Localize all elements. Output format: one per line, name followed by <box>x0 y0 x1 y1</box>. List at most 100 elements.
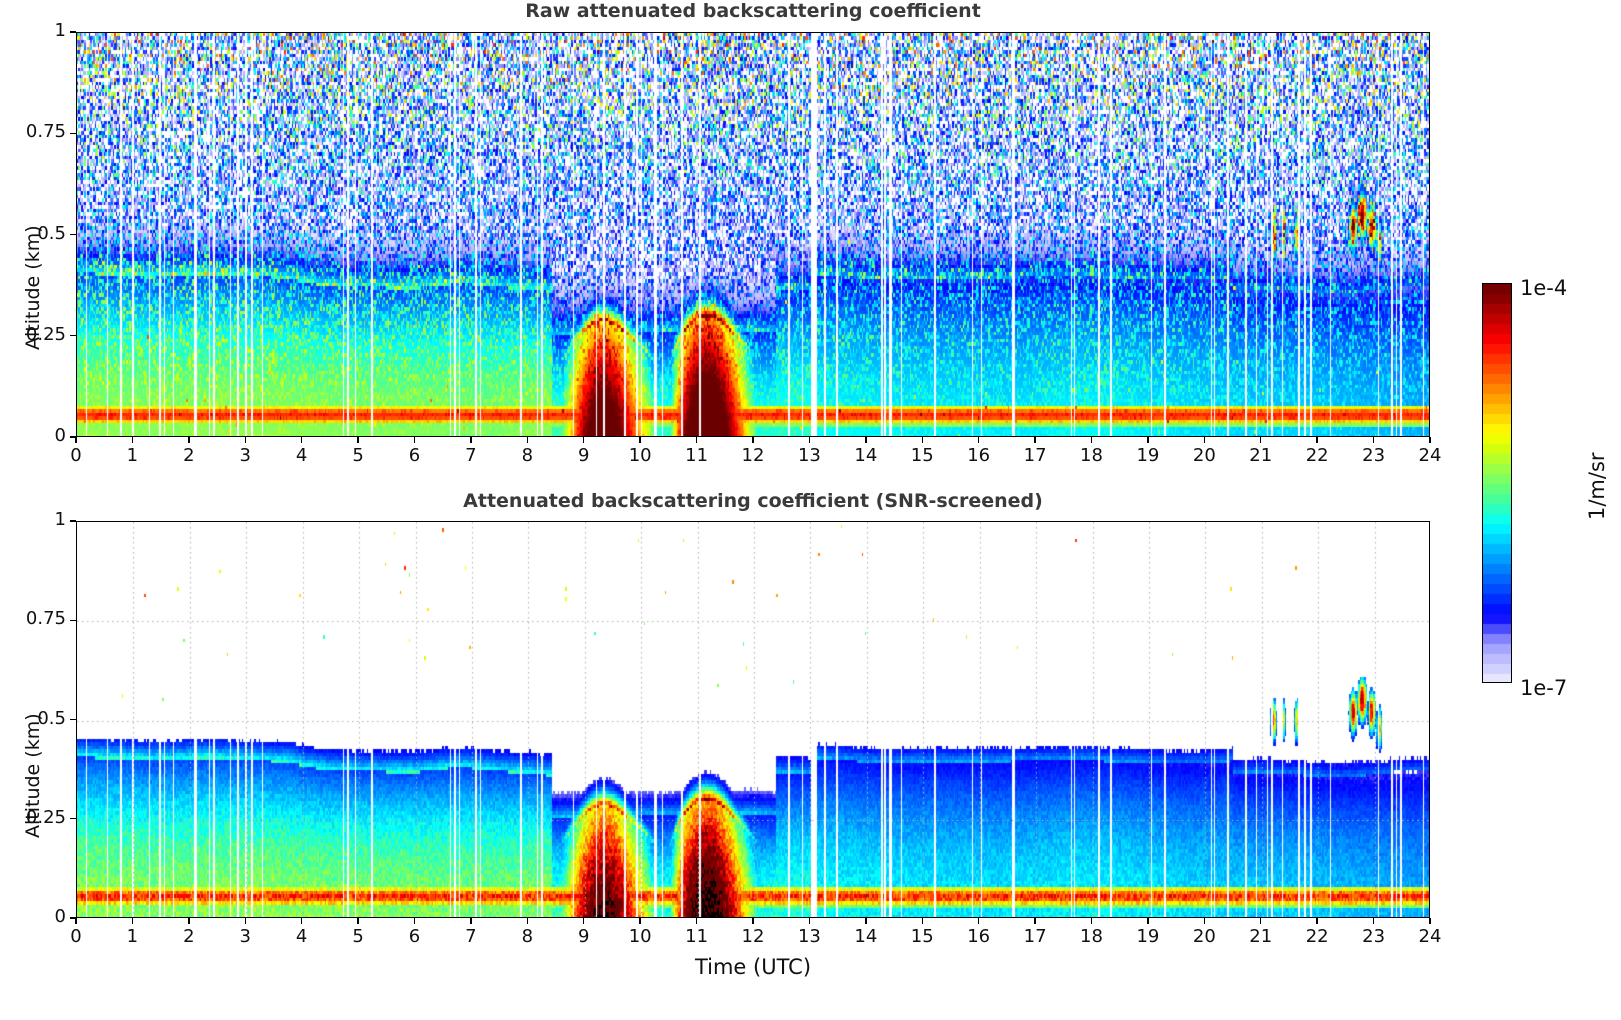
x-tick-mark <box>639 437 641 443</box>
x-tick-label: 18 <box>1080 926 1103 947</box>
y-tick-label: 1 <box>54 509 66 530</box>
x-tick-label: 24 <box>1418 445 1442 466</box>
colorbar-max-label: 1e-4 <box>1520 276 1568 300</box>
x-tick-label: 13 <box>797 445 821 466</box>
x-tick-mark <box>1260 437 1262 443</box>
x-tick-mark <box>977 437 980 443</box>
y-tick-mark <box>70 132 76 134</box>
panel-2-title: Attenuated backscattering coefficient (S… <box>463 490 1043 512</box>
x-tick-label: 18 <box>1080 445 1103 466</box>
y-tick-label: 0.25 <box>25 806 66 828</box>
x-tick-label: 23 <box>1362 926 1386 947</box>
y-tick-label: 0.25 <box>25 323 66 345</box>
y-tick-mark <box>70 818 76 820</box>
x-tick-mark <box>808 918 811 924</box>
y-tick-mark <box>70 917 76 919</box>
x-tick-label: 5 <box>352 445 364 466</box>
x-tick-mark <box>1090 437 1093 443</box>
x-tick-label: 8 <box>521 926 534 947</box>
x-tick-mark <box>865 437 867 443</box>
y-tick-label: 0.75 <box>25 608 66 630</box>
x-tick-mark <box>1034 918 1036 924</box>
x-tick-label: 14 <box>854 926 878 947</box>
x-tick-label: 0 <box>70 926 82 947</box>
x-tick-label: 2 <box>183 926 195 947</box>
x-tick-label: 23 <box>1362 445 1386 466</box>
x-tick-label: 1 <box>126 445 139 466</box>
x-tick-mark <box>1316 437 1318 443</box>
x-tick-label: 15 <box>910 926 934 947</box>
panel-1-y-axis-label: Altitude (km) <box>22 225 44 350</box>
x-tick-mark <box>188 437 190 443</box>
x-tick-mark <box>413 918 416 924</box>
x-tick-label: 12 <box>741 926 765 947</box>
x-tick-label: 5 <box>352 926 364 947</box>
x-tick-mark <box>300 437 303 443</box>
y-tick-label: 0.5 <box>37 707 66 729</box>
x-tick-mark <box>188 918 190 924</box>
x-tick-label: 19 <box>1136 445 1160 466</box>
x-tick-mark <box>1316 918 1318 924</box>
panel-2-y-axis-label: Altitude (km) <box>22 713 44 838</box>
x-tick-mark <box>470 918 472 924</box>
x-tick-label: 7 <box>465 445 477 466</box>
x-tick-mark <box>583 437 585 443</box>
x-tick-label: 6 <box>408 926 421 947</box>
x-tick-label: 3 <box>239 926 251 947</box>
x-tick-mark <box>75 918 77 924</box>
panel-1-plot-area <box>76 32 1430 437</box>
y-tick-mark <box>70 520 76 522</box>
x-tick-label: 16 <box>967 926 991 947</box>
x-tick-label: 16 <box>967 445 991 466</box>
x-tick-label: 3 <box>239 445 251 466</box>
x-tick-label: 4 <box>295 445 308 466</box>
x-tick-label: 10 <box>628 445 652 466</box>
y-tick-mark <box>70 233 76 236</box>
x-tick-label: 14 <box>854 445 878 466</box>
x-tick-label: 12 <box>741 445 765 466</box>
x-tick-mark <box>865 918 867 924</box>
x-tick-mark <box>1203 918 1206 924</box>
x-tick-label: 20 <box>1192 445 1216 466</box>
x-tick-label: 9 <box>578 445 590 466</box>
x-tick-label: 21 <box>1249 926 1273 947</box>
x-tick-mark <box>1372 437 1375 443</box>
x-tick-label: 6 <box>408 445 421 466</box>
x-tick-mark <box>470 437 472 443</box>
x-tick-mark <box>1260 918 1262 924</box>
y-tick-label: 0 <box>54 425 66 446</box>
x-tick-mark <box>244 437 246 443</box>
x-tick-mark <box>695 437 698 443</box>
x-tick-label: 11 <box>685 445 709 466</box>
x-tick-mark <box>1372 918 1375 924</box>
x-tick-mark <box>583 918 585 924</box>
y-tick-label: 1 <box>54 20 66 41</box>
x-tick-mark <box>1429 437 1431 443</box>
x-tick-label: 11 <box>685 926 709 947</box>
x-tick-mark <box>413 437 416 443</box>
x-tick-label: 24 <box>1418 926 1442 947</box>
x-tick-label: 2 <box>183 445 195 466</box>
y-tick-mark <box>70 436 76 438</box>
x-tick-label: 0 <box>70 445 82 466</box>
x-tick-mark <box>921 437 923 443</box>
x-tick-mark <box>695 918 698 924</box>
x-tick-label: 20 <box>1192 926 1216 947</box>
x-tick-mark <box>526 437 529 443</box>
x-tick-mark <box>526 918 529 924</box>
x-tick-mark <box>300 918 303 924</box>
x-tick-mark <box>131 437 134 443</box>
x-tick-label: 8 <box>521 445 534 466</box>
y-tick-mark <box>70 619 76 621</box>
colorbar-min-label: 1e-7 <box>1520 676 1568 700</box>
x-tick-mark <box>244 918 246 924</box>
y-tick-mark <box>70 718 76 721</box>
x-tick-mark <box>75 437 77 443</box>
x-tick-label: 21 <box>1249 445 1273 466</box>
x-tick-mark <box>752 918 754 924</box>
x-tick-label: 1 <box>126 926 139 947</box>
x-tick-label: 19 <box>1136 926 1160 947</box>
x-tick-mark <box>1147 437 1149 443</box>
colorbar-axis-title: 1/m/sr <box>1585 452 1609 520</box>
